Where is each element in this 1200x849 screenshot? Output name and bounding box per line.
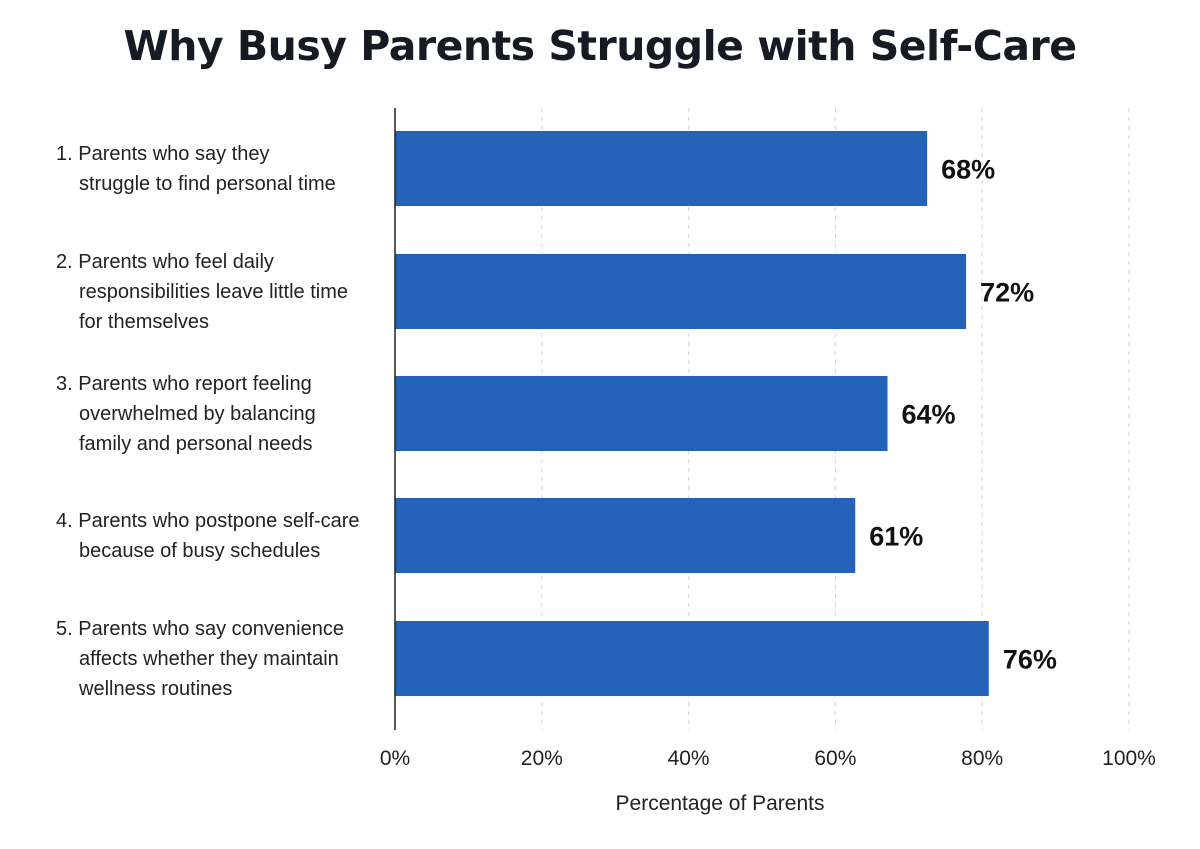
category-label-line: 2. Parents who feel daily xyxy=(56,250,274,273)
category-label-line: for themselves xyxy=(79,310,210,333)
x-tick-label: 60% xyxy=(814,747,856,770)
x-tick-label: 100% xyxy=(1102,747,1156,770)
category-label-line: 1. Parents who say they xyxy=(56,142,270,165)
x-axis-title: Percentage of Parents xyxy=(616,792,825,815)
bar xyxy=(395,621,989,696)
data-label: 61% xyxy=(869,522,923,552)
chart-title: Why Busy Parents Struggle with Self-Care xyxy=(123,22,1077,70)
category-label-line: 5. Parents who say convenience xyxy=(56,617,344,640)
category-label: 3. Parents who report feeling overwhelmed… xyxy=(56,369,386,459)
data-label: 72% xyxy=(980,278,1034,308)
bars xyxy=(395,131,989,696)
category-label-line: struggle to find personal time xyxy=(79,172,336,195)
data-label: 76% xyxy=(1003,645,1057,675)
category-label-line: responsibilities leave little time xyxy=(79,280,349,303)
data-label: 68% xyxy=(941,155,995,185)
x-tick-label: 40% xyxy=(668,747,710,770)
x-tick-label: 20% xyxy=(521,747,563,770)
bar xyxy=(395,131,928,206)
category-label: 2. Parents who feel daily responsibilitie… xyxy=(56,247,386,337)
bar xyxy=(395,376,888,451)
data-label: 64% xyxy=(902,400,956,430)
x-tick-label: 0% xyxy=(380,747,410,770)
category-label-line: because of busy schedules xyxy=(79,539,321,562)
category-label-line: 4. Parents who postpone self-care xyxy=(56,509,360,532)
category-label: 1. Parents who say they struggle to find … xyxy=(56,139,386,199)
bar xyxy=(395,254,967,329)
category-label-line: wellness routines xyxy=(79,677,233,700)
category-label: 5. Parents who say convenience affects wh… xyxy=(56,614,386,704)
x-tick-label: 80% xyxy=(961,747,1003,770)
category-label: 4. Parents who postpone self-care because… xyxy=(56,506,386,566)
category-label-line: 3. Parents who report feeling xyxy=(56,372,312,395)
category-label-line: affects whether they maintain xyxy=(79,647,339,670)
data-labels: 68% 72% 64% 61% 76% xyxy=(869,155,1057,675)
category-label-line: overwhelmed by balancing xyxy=(79,402,316,425)
x-tick-labels: 0% 20% 40% 60% 80% 100% xyxy=(380,747,1156,770)
bar xyxy=(395,498,856,573)
category-label-line: family and personal needs xyxy=(79,432,313,455)
